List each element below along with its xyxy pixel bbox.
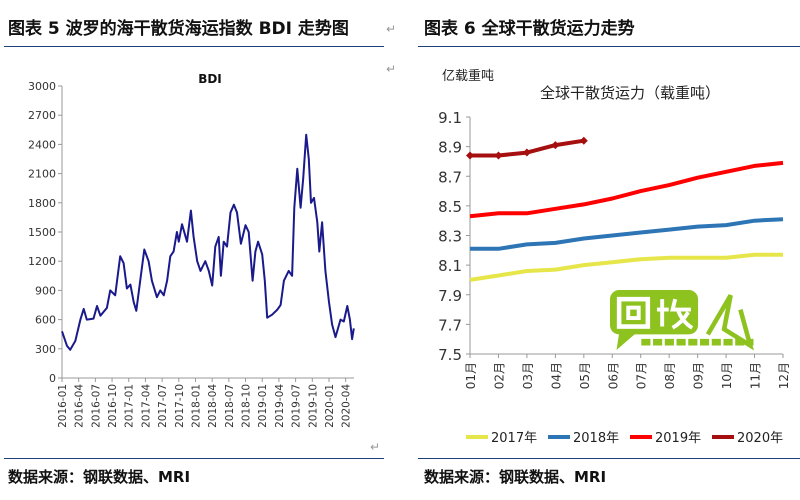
left-chart-header: 图表 5 波罗的海干散货海运指数 BDI 走势图 <box>8 19 349 39</box>
x-tick-label: 04月 <box>549 362 563 389</box>
x-tick-label: 2018-07 <box>224 384 236 428</box>
x-tick-label: 2017-07 <box>157 384 169 428</box>
x-tick-label: 2016-10 <box>107 384 119 428</box>
x-tick-label: 03月 <box>521 362 535 389</box>
left-footer-divider <box>4 458 384 459</box>
x-tick-label: 2016-01 <box>57 384 69 428</box>
series-line-2017年 <box>469 252 783 282</box>
legend-label: 2018年 <box>573 431 619 446</box>
y-tick-label: 0 <box>49 372 56 385</box>
x-tick-label: 2017-04 <box>140 384 152 428</box>
left-header-divider <box>4 46 384 47</box>
y-tick-label: 8.9 <box>438 139 462 157</box>
capacity-chart-title: 全球干散货运力（载重吨） <box>540 84 720 102</box>
y-tick-label: 1200 <box>28 255 56 268</box>
legend-label: 2019年 <box>655 431 701 446</box>
y-tick-label: 900 <box>35 284 56 297</box>
x-tick-label: 2019-01 <box>257 384 269 428</box>
y-tick-label: 1500 <box>28 226 56 239</box>
x-tick-label: 2018-10 <box>241 384 253 428</box>
x-tick-label: 2018-01 <box>190 384 202 428</box>
x-tick-label: 07月 <box>635 362 649 389</box>
watermark-logo-graphic <box>610 290 754 351</box>
y-tick-label: 3000 <box>28 80 56 93</box>
x-tick-label: 2019-04 <box>274 384 286 428</box>
y-tick-label: 2700 <box>28 109 56 122</box>
series-marker-2020年 <box>551 141 560 150</box>
x-tick-label: 2016-04 <box>74 384 86 428</box>
left-source-note: 数据来源：钢联数据、MRI <box>8 468 191 486</box>
series-marker-2020年 <box>522 148 531 157</box>
watermark-logo <box>610 290 760 352</box>
y-tick-label: 7.9 <box>438 287 462 305</box>
y-tick-label: 1800 <box>28 197 56 210</box>
right-header-divider <box>418 46 800 47</box>
x-tick-label: 2017-01 <box>124 384 136 428</box>
x-tick-label: 2020-01 <box>324 384 336 428</box>
x-tick-label: 02月 <box>492 362 506 389</box>
y-tick-label: 8.1 <box>438 257 462 275</box>
legend-label: 2017年 <box>491 431 537 446</box>
y-tick-label: 2100 <box>28 168 56 181</box>
series-marker-2020年 <box>494 151 503 160</box>
x-tick-label: 2020-04 <box>341 384 353 428</box>
x-tick-label: 09月 <box>692 362 706 389</box>
right-source-note: 数据来源：钢联数据、MRI <box>424 468 607 486</box>
bdi-chart-title: BDI <box>198 72 222 86</box>
x-tick-label: 05月 <box>578 362 592 389</box>
y-tick-label: 8.7 <box>438 168 462 186</box>
legend-label: 2020年 <box>737 431 783 446</box>
series-line-2019年 <box>469 160 784 219</box>
right-chart-header: 图表 6 全球干散货运力走势 <box>424 19 635 39</box>
x-tick-label: 2019-10 <box>307 384 319 428</box>
y-tick-label: 600 <box>35 314 56 327</box>
return-mark-icon: ↵ <box>386 62 397 76</box>
y-axis-unit-label: 亿载重吨 <box>442 68 494 84</box>
return-mark-icon: ↵ <box>370 440 381 454</box>
series-line-2018年 <box>470 217 784 251</box>
bdi-series-line <box>61 133 355 351</box>
x-tick-label: 2019-07 <box>291 384 303 428</box>
y-tick-label: 8.3 <box>438 228 462 246</box>
y-tick-label: 2400 <box>28 138 56 151</box>
y-tick-label: 7.5 <box>438 346 462 364</box>
y-tick-label: 8.5 <box>438 198 462 216</box>
series-marker-2020年 <box>466 151 474 160</box>
y-tick-label: 7.7 <box>438 316 462 334</box>
right-footer-divider <box>418 458 800 459</box>
x-tick-label: 10月 <box>720 362 734 389</box>
x-tick-label: 12月 <box>777 362 791 389</box>
x-tick-label: 2016-07 <box>90 384 102 428</box>
x-tick-label: 2018-04 <box>207 384 219 428</box>
x-tick-label: 2017-10 <box>174 384 186 428</box>
x-tick-label: 01月 <box>464 362 478 389</box>
y-tick-label: 9.1 <box>438 109 462 127</box>
x-tick-label: 06月 <box>606 362 620 389</box>
series-marker-2020年 <box>579 136 588 145</box>
return-mark-icon: ↵ <box>386 22 397 36</box>
x-tick-label: 08月 <box>663 362 677 389</box>
x-tick-label: 11月 <box>749 362 763 389</box>
y-tick-label: 300 <box>35 343 56 356</box>
